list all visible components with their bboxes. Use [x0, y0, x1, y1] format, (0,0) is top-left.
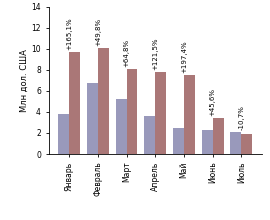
Text: +49,8%: +49,8%	[95, 17, 101, 46]
Bar	[184, 75, 195, 154]
Bar	[69, 52, 80, 154]
Text: +121,5%: +121,5%	[152, 37, 158, 70]
Text: +45,6%: +45,6%	[210, 88, 216, 116]
Bar	[155, 72, 166, 154]
Bar	[58, 114, 69, 154]
Text: +197,4%: +197,4%	[181, 40, 187, 73]
Bar	[212, 118, 224, 154]
Bar	[202, 130, 212, 154]
Bar	[98, 48, 109, 154]
Bar	[144, 116, 155, 154]
Text: -10,7%: -10,7%	[238, 105, 244, 130]
Text: +64,8%: +64,8%	[124, 38, 130, 67]
Bar	[241, 134, 252, 154]
Bar	[116, 99, 127, 154]
Y-axis label: Млн дол. США: Млн дол. США	[19, 49, 29, 112]
Bar	[127, 69, 137, 154]
Text: +165,1%: +165,1%	[66, 17, 72, 50]
Bar	[173, 128, 184, 154]
Bar	[230, 132, 241, 154]
Bar	[87, 83, 98, 154]
